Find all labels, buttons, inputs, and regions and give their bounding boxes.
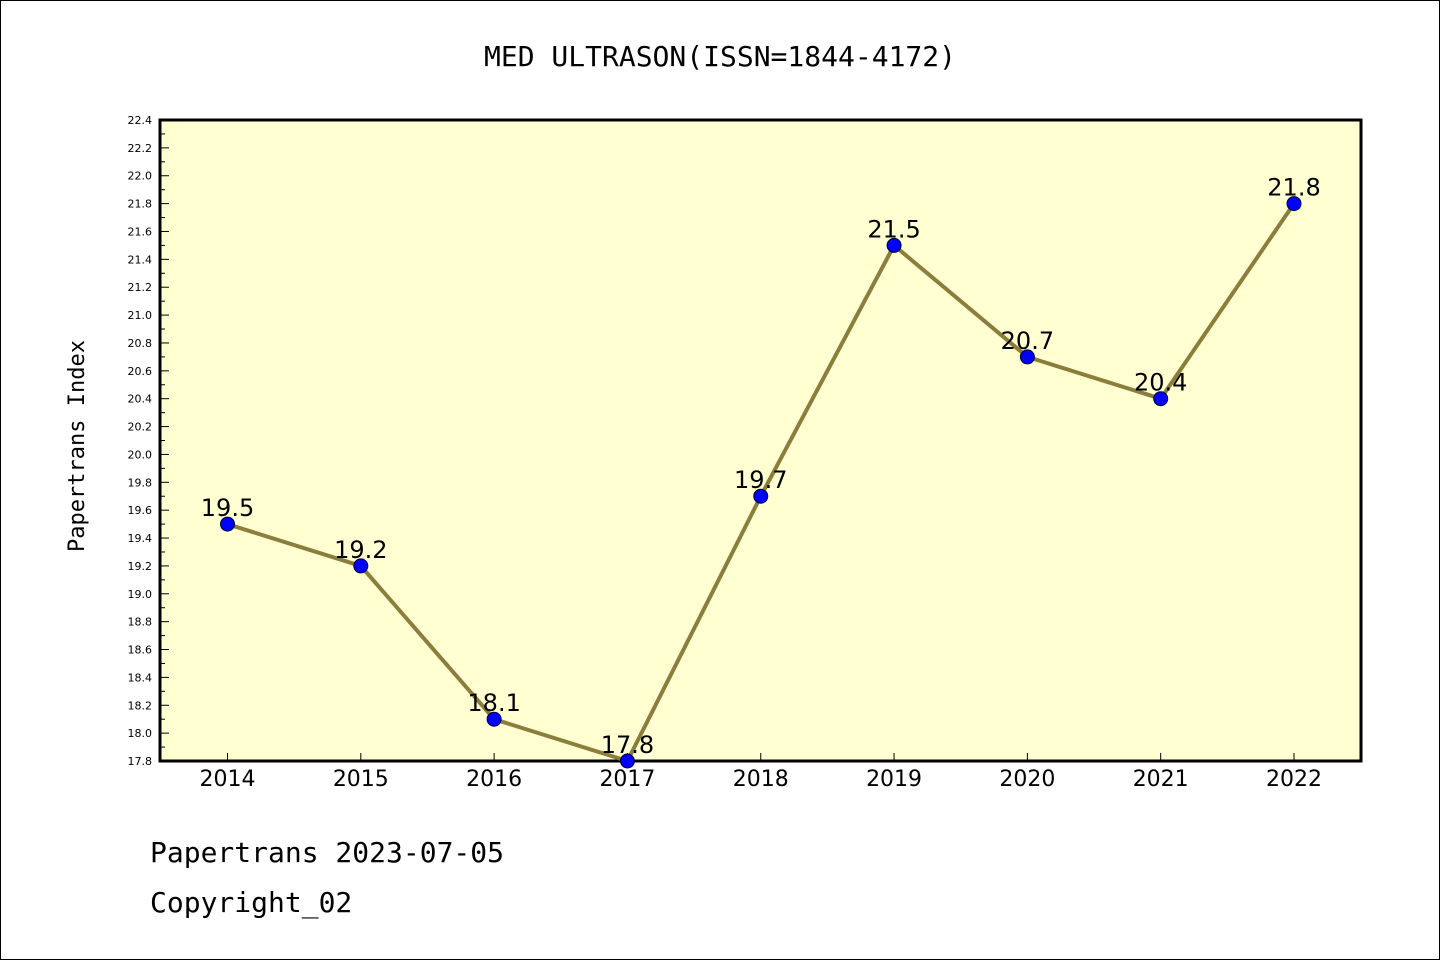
y-tick-label: 18.2 xyxy=(128,699,153,712)
y-tick-label: 21.4 xyxy=(128,253,153,266)
data-label: 19.5 xyxy=(201,494,254,522)
data-point xyxy=(486,711,502,727)
data-label: 19.2 xyxy=(334,536,387,564)
plot-area xyxy=(158,118,1363,763)
x-tick-label: 2021 xyxy=(1133,767,1189,792)
chart-title: MED ULTRASON(ISSN=1844-4172) xyxy=(484,40,956,73)
data-point xyxy=(619,753,635,769)
data-label: 17.8 xyxy=(601,731,654,759)
y-tick-label: 21.8 xyxy=(128,198,153,211)
y-tick-label: 21.6 xyxy=(128,225,153,238)
data-label: 21.8 xyxy=(1267,174,1320,202)
x-tick-label: 2019 xyxy=(866,767,922,792)
y-axis-ticks: 17.8 18.0 18.2 18.4 18.6 18.8 19.0 19.2 19.4 19.6… xyxy=(128,114,169,768)
y-tick-label: 19.0 xyxy=(128,588,153,601)
y-tick-label: 19.2 xyxy=(128,560,153,573)
y-tick-label: 20.4 xyxy=(128,393,153,406)
footer-copyright: Copyright_02 xyxy=(150,886,353,919)
data-point xyxy=(220,516,235,532)
y-tick-label: 18.0 xyxy=(128,727,153,740)
data-label: 21.5 xyxy=(867,215,920,243)
marker-group xyxy=(220,196,1302,769)
y-tick-label: 21.2 xyxy=(128,281,153,294)
data-point xyxy=(753,488,769,504)
y-tick-label: 19.6 xyxy=(128,504,153,517)
y-tick-label: 18.4 xyxy=(128,671,153,684)
y-axis-label: Papertrans Index xyxy=(65,340,90,552)
y-tick-label: 17.8 xyxy=(128,755,153,768)
y-tick-label: 20.8 xyxy=(128,337,153,350)
data-label: 20.7 xyxy=(1001,327,1054,355)
data-point xyxy=(1153,391,1169,407)
y-tick-label: 20.0 xyxy=(128,448,153,461)
data-label: 20.4 xyxy=(1134,369,1187,397)
y-tick-label: 18.8 xyxy=(128,616,153,629)
data-point xyxy=(1286,196,1302,212)
y-tick-label: 22.4 xyxy=(128,114,153,127)
y-tick-label: 19.4 xyxy=(128,532,153,545)
data-point xyxy=(353,558,369,574)
y-tick-label: 21.0 xyxy=(128,309,153,322)
data-point xyxy=(1019,349,1035,365)
footer-date: Papertrans 2023-07-05 xyxy=(150,836,505,869)
x-tick-label: 2015 xyxy=(333,767,389,792)
y-tick-label: 18.6 xyxy=(128,644,153,657)
data-label-group: 19.5 19.2 18.1 17.8 19.7 21.5 20.7 20.4 21.8 xyxy=(201,174,1321,759)
x-tick-label: 2014 xyxy=(200,767,256,792)
y-tick-label: 19.8 xyxy=(128,476,153,489)
y-tick-label: 20.2 xyxy=(128,421,153,434)
y-tick-label: 22.2 xyxy=(128,142,153,155)
data-label: 18.1 xyxy=(467,689,520,717)
x-tick-label: 2017 xyxy=(599,767,655,792)
x-tick-label: 2020 xyxy=(999,767,1055,792)
x-axis-ticks: 2014 2015 2016 2017 2018 2019 2020 2021 2022 xyxy=(200,753,1322,792)
x-tick-label: 2018 xyxy=(733,767,789,792)
y-tick-label: 20.6 xyxy=(128,365,153,378)
data-point xyxy=(886,237,902,253)
data-label: 19.7 xyxy=(734,466,787,494)
y-tick-label: 22.0 xyxy=(128,170,153,183)
x-tick-label: 2016 xyxy=(466,767,522,792)
x-tick-label: 2022 xyxy=(1266,767,1322,792)
